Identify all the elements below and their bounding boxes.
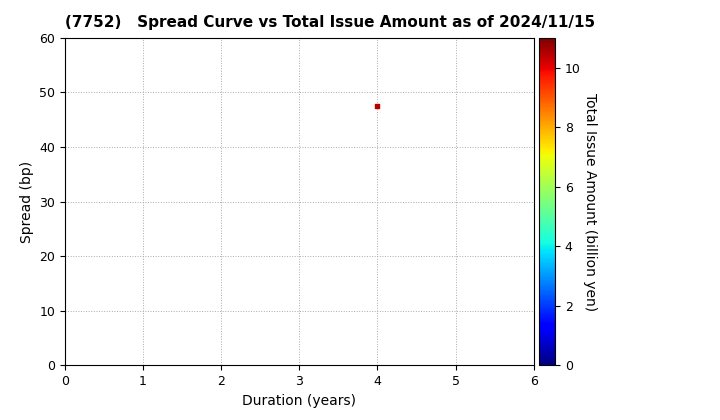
Text: (7752)   Spread Curve vs Total Issue Amount as of 2024/11/15: (7752) Spread Curve vs Total Issue Amoun…: [65, 15, 595, 30]
X-axis label: Duration (years): Duration (years): [243, 394, 356, 408]
Y-axis label: Spread (bp): Spread (bp): [19, 160, 34, 243]
Y-axis label: Total Issue Amount (billion yen): Total Issue Amount (billion yen): [583, 92, 598, 311]
Point: [372, 102, 383, 109]
